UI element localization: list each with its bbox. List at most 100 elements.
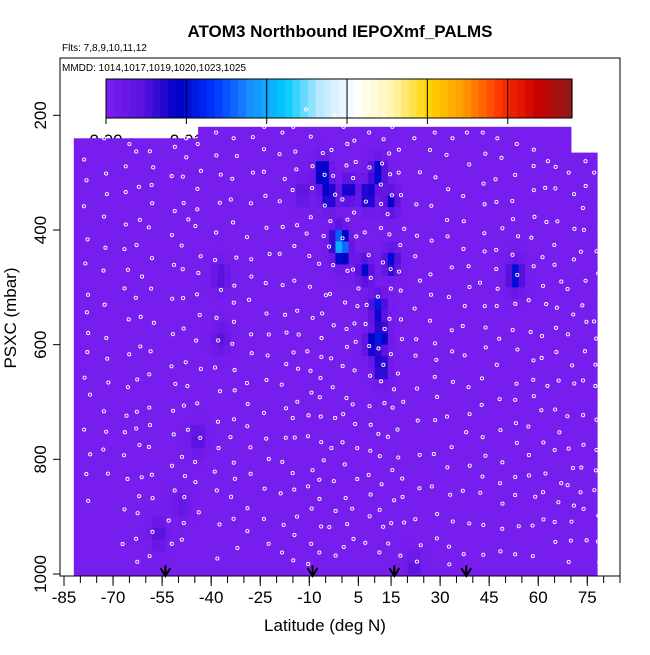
y-tick-label: 400 [31,216,50,244]
heatmap-cell [106,310,114,323]
heatmap-cell [289,516,297,529]
heatmap-cell [185,390,193,403]
heatmap-cell [86,505,94,518]
heatmap-cell [250,138,258,151]
heatmap-cell [342,402,350,414]
heatmap-cell [328,367,336,380]
track-point [446,187,451,192]
heatmap-cell [400,402,408,414]
heatmap-cell [99,447,108,460]
heatmap-cell [584,232,592,245]
heatmap-cell [152,298,160,311]
heatmap-cell [505,321,513,334]
heatmap-cell [420,390,428,403]
heatmap-cell [171,493,179,506]
track-point [327,244,332,249]
heatmap-cell [584,553,592,566]
heatmap-cell [374,356,382,369]
heatmap-cell [302,424,310,437]
heatmap-cell [119,551,127,564]
heatmap-cell [492,333,500,346]
heatmap-cell [446,321,454,334]
track-point [149,286,154,291]
heatmap-cell [381,539,389,552]
track-point [596,513,601,518]
heatmap-cell [191,298,199,311]
heatmap-cell [512,218,520,231]
heatmap-cell [243,470,251,483]
heatmap-cell [590,244,598,257]
heatmap-cell [171,218,179,231]
heatmap-cell [211,390,219,403]
heatmap-cell [577,531,585,543]
track-point [265,353,270,358]
track-point [88,392,93,397]
heatmap-cell [158,436,166,449]
track-point [592,170,597,175]
heatmap-cell [590,290,598,303]
heatmap-cell [531,275,539,288]
heatmap-cell [433,493,441,506]
heatmap-cell [158,505,166,518]
heatmap-cell [590,336,598,349]
heatmap-cell [80,298,88,311]
heatmap-cell [315,356,323,369]
heatmap-cell [315,367,323,380]
track-point [511,217,516,222]
colorbar-swatch [486,79,495,118]
heatmap-cell [387,287,395,300]
heatmap-cell [374,459,382,472]
track-point [282,176,287,182]
heatmap-cell [355,367,363,380]
heatmap-cell [145,252,153,265]
heatmap-cell [250,149,258,162]
heatmap-cell [191,161,199,174]
heatmap-cell [466,333,474,346]
heatmap-cell [374,126,382,139]
heatmap-cell [237,379,245,392]
heatmap-cell [453,424,461,437]
heatmap-cell [374,390,382,403]
heatmap-cell [466,436,474,449]
heatmap-cell [407,275,415,288]
heatmap-cell [250,195,258,208]
heatmap-cell [433,298,441,311]
heatmap-cell [544,264,552,277]
heatmap-cell [152,516,160,529]
heatmap-cell [538,333,546,346]
track-point [387,316,392,321]
heatmap-cell [152,149,160,162]
heatmap-cell [590,347,598,360]
heatmap-cell [73,161,81,174]
heatmap-cell [270,551,278,564]
track-point [306,561,311,566]
heatmap-cell [86,574,94,576]
heatmap-cell [328,230,336,242]
colorbar-swatch [540,79,550,118]
heatmap-cell [93,402,101,414]
heatmap-cell [355,241,363,254]
heatmap-cell [270,390,278,403]
heatmap-cell [322,402,330,414]
track-point [388,172,393,177]
track-point [571,503,576,508]
heatmap-cell [165,482,173,495]
heatmap-cell [217,287,225,300]
heatmap-cell [250,574,258,576]
heatmap-cell [564,195,572,208]
heatmap-cell [557,230,565,242]
heatmap-cell [198,505,206,518]
heatmap-cell [158,402,166,414]
heatmap-cell [342,184,350,197]
heatmap-cell [466,161,474,174]
track-point [173,381,178,386]
heatmap-cell [106,436,114,449]
heatmap-cell [139,424,147,437]
heatmap-cell [342,310,350,323]
heatmap-cell [256,275,265,288]
heatmap-cell [492,505,500,518]
heatmap-cell [531,356,539,369]
heatmap-cell [237,482,245,495]
heatmap-cell [106,207,114,220]
heatmap-cell [381,161,389,174]
